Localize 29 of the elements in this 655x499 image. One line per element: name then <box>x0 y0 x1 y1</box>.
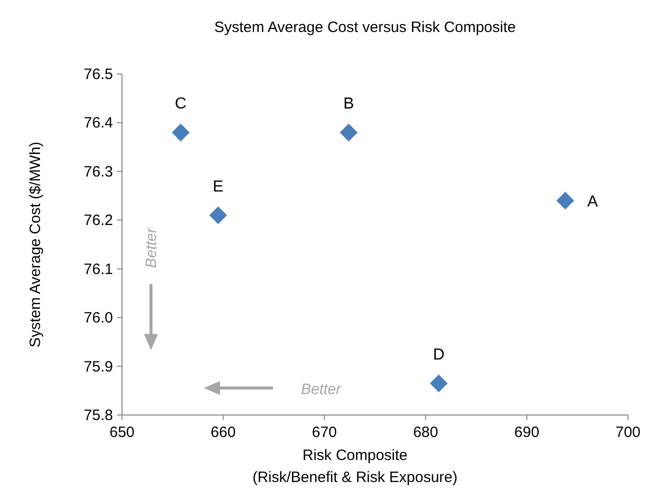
point <box>556 192 574 210</box>
chart-title: System Average Cost versus Risk Composite <box>214 19 516 36</box>
x-axis-title: Risk Composite (Risk/Benefit & Risk Exposure) <box>252 447 458 486</box>
y-tick-label: 76.5 <box>84 66 113 83</box>
x-tick-label: 650 <box>109 424 135 441</box>
y-tick-label: 75.9 <box>84 358 113 376</box>
annotation: D <box>432 346 445 364</box>
annotation: C <box>174 95 186 112</box>
y-tick-label: 76.1 <box>84 260 113 278</box>
point <box>172 124 190 142</box>
annotation: Better <box>143 226 160 268</box>
y-tick-label: 76.4 <box>84 114 113 132</box>
x-tick-label: 670 <box>312 424 337 441</box>
x-tick-label: 690 <box>514 424 540 441</box>
annotation: E <box>212 178 224 196</box>
x-tick-label: 700 <box>615 424 641 441</box>
x-tick-label: 660 <box>210 424 236 441</box>
point <box>340 124 358 142</box>
y-tick-label: 76.3 <box>84 163 113 180</box>
y-tick-label: 75.8 <box>84 407 113 424</box>
annotation: B <box>343 95 354 112</box>
point <box>430 374 448 392</box>
annotation: A <box>587 194 598 211</box>
y-tick-label: 76.2 <box>84 212 113 230</box>
y-tick-label: 76.0 <box>84 310 113 327</box>
x-tick-label: 680 <box>413 424 438 441</box>
annotation: Better <box>300 381 342 398</box>
point <box>209 206 227 224</box>
y-axis-title: System Average Cost ($/MWh) <box>27 142 44 348</box>
